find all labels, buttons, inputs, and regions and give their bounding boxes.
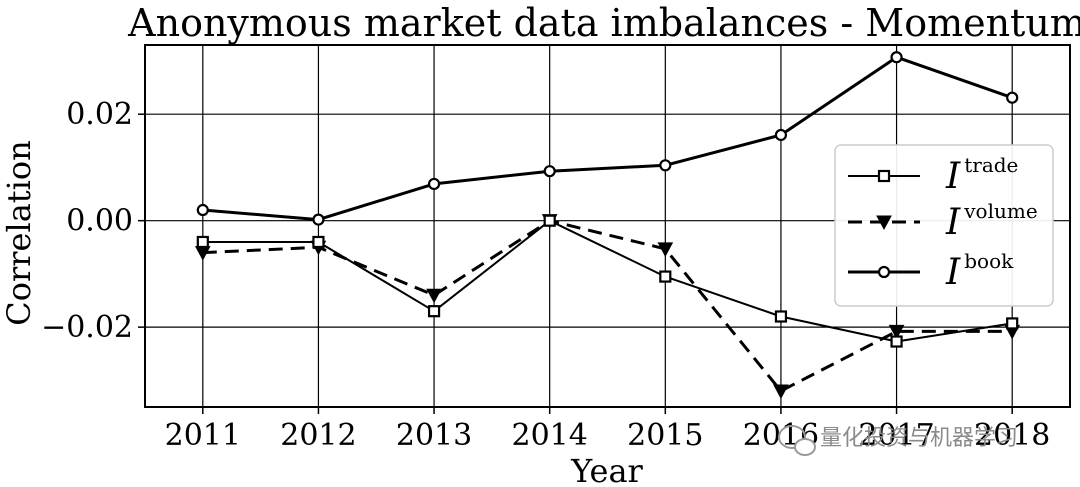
legend-marker-volume [876,215,892,231]
data-point-volume [657,242,674,257]
data-point-trade [543,214,556,227]
data-point-trade [427,305,441,318]
x-tick-label: 2015 [627,418,703,453]
watermark: 量化投资与机器学习 [778,425,1018,456]
x-tick-label: 2013 [396,418,472,453]
series-line-book [202,55,1013,222]
x-tick-label: 2014 [512,418,588,453]
data-point-trade [312,235,325,249]
series-layer [194,51,1021,400]
legend-marker-trade [877,169,891,183]
data-point-volume [426,288,442,304]
x-tick-label: 2017 [858,418,934,453]
data-point-volume [888,324,905,340]
x-tick-label: 2018 [974,418,1050,453]
series-line-volume [202,219,1013,393]
watermark-text: 量化投资与机器学习 [820,426,1018,451]
data-point-trade [890,335,903,348]
data-point-book [427,177,441,191]
y-tick-label: 0.02 [66,97,133,132]
chart-title: Anonymous market data imbalances - Momen… [127,1,1080,45]
data-point-trade [196,235,209,249]
y-tick-label: 0.00 [66,204,133,239]
data-point-book [659,159,672,172]
x-axis-label: Year [570,452,643,487]
legend-marker-book [877,265,891,279]
data-point-trade [659,270,672,283]
data-point-book [1006,91,1019,104]
x-tick-label: 2012 [280,418,356,453]
wechat-icon [778,425,816,456]
legend-box [834,144,1054,307]
series-line-trade [202,219,1013,343]
y-axis-label: Correlation [0,140,38,326]
data-point-book [312,213,325,226]
series-book [196,51,1019,226]
y-tick-label: −0.02 [41,310,133,345]
data-point-volume [773,384,789,400]
data-point-book [196,203,209,217]
data-point-book [890,51,903,64]
plot-frame [144,44,1071,408]
x-tick-label: 2011 [165,418,241,453]
data-point-trade [1006,317,1019,330]
data-point-book [774,128,788,142]
data-point-book [543,165,556,178]
series-trade [196,214,1019,348]
data-point-trade [774,310,788,323]
